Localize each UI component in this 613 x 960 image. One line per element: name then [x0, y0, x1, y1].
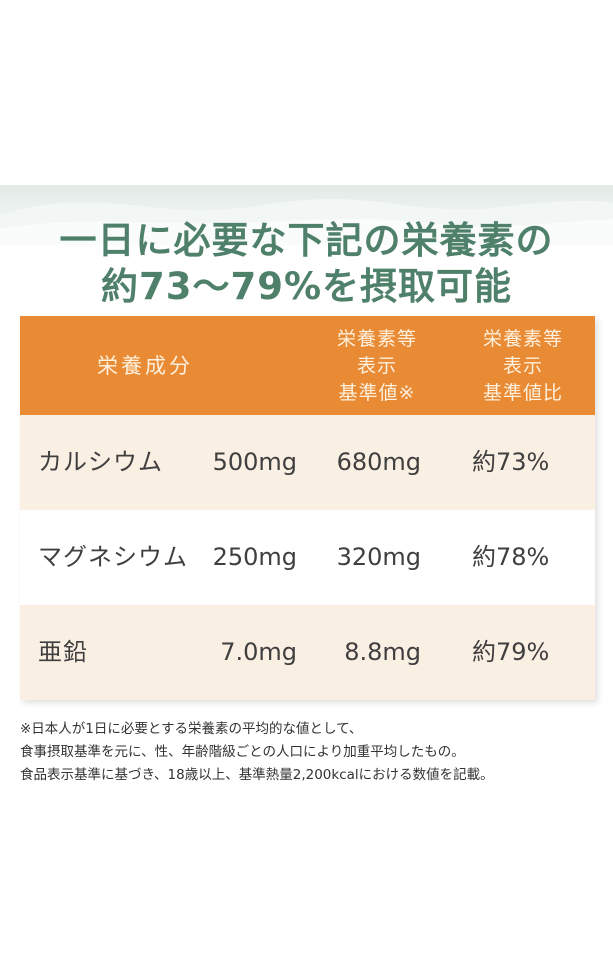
table-row-calcium: カルシウム 500mg 680mg 約73% — [20, 415, 595, 510]
amount-value: 7.0 — [220, 638, 259, 666]
nutrient-name: マグネシウム — [38, 543, 188, 571]
footnotes: ※日本人が1日に必要とする栄養素の平均的な値として、 食事摂取基準を元に、性、年… — [20, 718, 610, 787]
reference-unit: mg — [382, 638, 421, 666]
reference-unit: mg — [382, 448, 421, 476]
table-header: 栄養成分 栄養素等 表示 基準値※ 栄養素等 表示 基準値比 — [20, 316, 595, 415]
reference-value: 320mg — [337, 542, 421, 572]
header-ratio-line-3: 基準値比 — [482, 382, 563, 404]
header-reference-ratio: 栄養素等 表示 基準値比 — [458, 326, 588, 407]
footnote-line-2: 食事摂取基準を元に、性、年齢階級ごとの人口により加重平均したもの。 — [20, 744, 465, 760]
amount-value: 500 — [212, 448, 259, 476]
header-reference-value: 栄養素等 表示 基準値※ — [312, 326, 442, 407]
reference-value: 680mg — [337, 447, 421, 477]
reference-number: 320 — [336, 543, 383, 571]
reference-unit: mg — [382, 543, 421, 571]
nutrient-amount: 500mg — [213, 447, 297, 477]
nutrient-name: カルシウム — [38, 448, 163, 476]
header-ratio-line-2: 表示 — [502, 355, 543, 377]
footnote-line-1: ※日本人が1日に必要とする栄養素の平均的な値として、 — [20, 721, 363, 737]
header-nutrient: 栄養成分 — [97, 354, 193, 378]
footnote-line-3: 食品表示基準に基づき、18歳以上、基準熱量2,200kcalにおける数値を記載。 — [20, 767, 494, 783]
nutrient-name: 亜鉛 — [38, 638, 88, 666]
table-row-magnesium: マグネシウム 250mg 320mg 約78% — [20, 510, 595, 605]
headline: 一日に必要な下記の栄養素の 約73〜79%を摂取可能 — [0, 218, 613, 310]
header-reference-line-1: 栄養素等 — [336, 328, 417, 350]
reference-ratio: 約73% — [472, 448, 550, 476]
amount-unit: mg — [258, 543, 297, 571]
nutrition-table: 栄養成分 栄養素等 表示 基準値※ 栄養素等 表示 基準値比 カルシウム 500… — [20, 316, 595, 700]
headline-line-1: 一日に必要な下記の栄養素の — [59, 219, 554, 262]
amount-value: 250 — [212, 543, 259, 571]
reference-value: 8.8mg — [344, 637, 421, 667]
amount-unit: mg — [258, 448, 297, 476]
wave-decoration-icon — [0, 198, 613, 245]
header-reference-line-2: 表示 — [356, 355, 397, 377]
reference-number: 8.8 — [344, 638, 383, 666]
header-ratio-line-1: 栄養素等 — [482, 328, 563, 350]
reference-ratio: 約79% — [472, 638, 550, 666]
nutrient-amount: 7.0mg — [220, 637, 297, 667]
decorative-wave-band — [0, 185, 613, 245]
table-row-zinc: 亜鉛 7.0mg 8.8mg 約79% — [20, 605, 595, 700]
nutrient-amount: 250mg — [213, 542, 297, 572]
header-reference-line-3: 基準値※ — [338, 382, 416, 404]
reference-number: 680 — [336, 448, 383, 476]
headline-line-2: 約73〜79%を摂取可能 — [100, 265, 513, 308]
amount-unit: mg — [258, 638, 297, 666]
reference-ratio: 約78% — [472, 543, 550, 571]
